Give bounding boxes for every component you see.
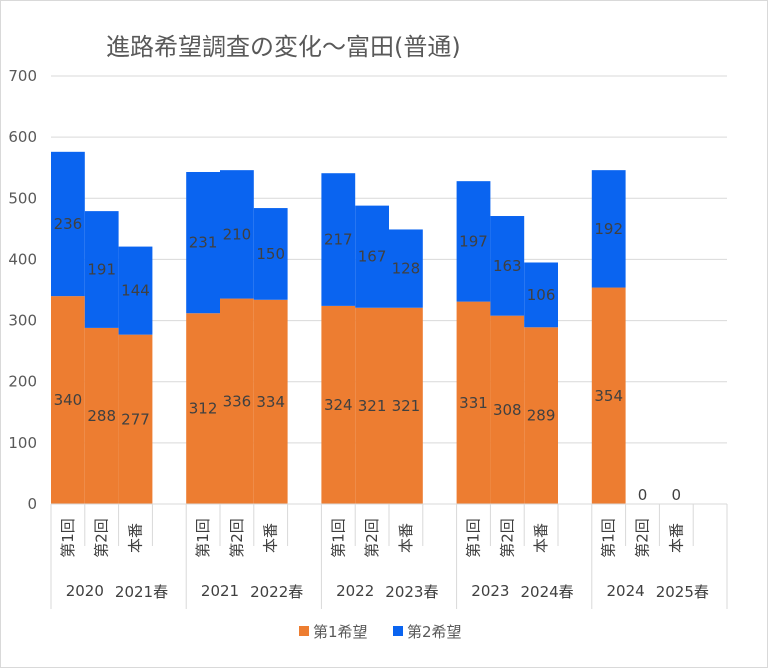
x-subcategory-label: 本番 [262,523,280,553]
data-label: 308 [493,401,522,419]
data-label: 192 [594,220,623,238]
y-tick-label: 100 [8,434,37,452]
x-subcategory-label: 第1回 [600,518,618,558]
data-label: 191 [87,261,116,279]
data-label: 0 [672,486,682,504]
y-tick-label: 700 [8,67,37,85]
y-tick-label: 600 [8,128,37,146]
bar-segment [490,216,525,316]
x-subcategory-label: 第2回 [634,518,652,558]
x-group-year-label: 2021 [201,582,239,600]
data-label-layer: 340 236 288 191 277 144 312 231 336 210 334 150 324 2… [54,215,681,504]
data-label: 144 [121,282,150,300]
data-label: 354 [594,387,623,405]
x-subcategory-label: 第1回 [194,518,212,558]
bar-segment [253,208,288,300]
bar-segment [490,315,525,504]
y-tick-label: 200 [8,373,37,391]
data-label: 150 [256,245,285,263]
x-group-spring-label: 2023春 [385,583,438,601]
x-subcategory-label: 本番 [532,523,550,553]
bar-segment [321,305,356,504]
x-subcategory-label: 第2回 [228,518,246,558]
bar-segment [321,173,356,306]
data-label: 331 [459,394,488,412]
x-group-year-label: 2022 [336,582,374,600]
bar-segment [186,171,220,314]
x-group-spring-label: 2022春 [250,583,303,601]
data-label: 321 [392,397,421,415]
bar-segment [253,299,288,504]
legend: 第1希望 第2希望 [299,623,462,641]
bar-segment [118,334,153,504]
data-label: 197 [459,232,488,250]
data-label: 334 [256,393,285,411]
data-label: 210 [223,225,252,243]
x-group-year-label: 2024 [607,582,645,600]
data-label: 217 [324,231,353,249]
legend-label: 第2希望 [407,623,462,641]
x-subcategory-label: 第2回 [93,518,111,558]
y-tick-label: 0 [27,495,37,513]
y-tick-label: 500 [8,189,37,207]
y-tick-label: 300 [8,312,37,330]
x-subcategory-label: 第1回 [329,518,347,558]
data-label: 277 [121,410,150,428]
x-subcategory-label: 本番 [397,523,415,553]
data-label: 236 [54,215,83,233]
x-group-spring-label: 2021春 [115,583,168,601]
x-subcategory-label: 第2回 [363,518,381,558]
x-subcategory-label: 本番 [127,523,145,553]
bar-segment [220,298,254,504]
bar-segment [456,301,491,504]
data-label: 324 [324,396,353,414]
data-label: 128 [392,260,421,278]
data-label: 340 [54,391,83,409]
bar-segment [591,170,626,288]
x-group-year-label: 2020 [66,582,104,600]
bar-segment [355,205,389,308]
bar-segment [524,262,558,328]
data-label: 0 [638,486,648,504]
bar-segment [84,211,119,328]
legend-swatch [393,626,403,636]
bar-segment [186,313,220,504]
data-label: 288 [87,407,116,425]
bar-segment [84,327,119,504]
bar-segment [389,229,423,308]
x-group-spring-label: 2024春 [521,583,574,601]
data-label: 231 [189,234,218,252]
data-label: 167 [358,248,387,266]
data-label: 106 [527,286,556,304]
bar-segment [389,307,423,504]
data-label: 289 [527,407,556,425]
bar-segment [51,296,85,504]
data-label: 163 [493,257,522,275]
x-subcategory-label: 第2回 [498,518,516,558]
legend-label: 第1希望 [313,623,368,641]
bar-segment [220,170,254,299]
legend-swatch [299,626,309,636]
chart-title: 進路希望調査の変化～富田(普通) [106,33,461,61]
bar-segment [456,181,491,302]
x-subcategory-label: 第1回 [59,518,77,558]
x-group-year-label: 2023 [471,582,509,600]
data-label: 321 [358,397,387,415]
x-subcategory-label: 第1回 [465,518,483,558]
x-subcategory-label: 本番 [667,523,685,553]
bar-segment [524,327,558,504]
bar-segment [355,307,389,504]
data-label: 312 [189,400,218,418]
data-label: 336 [223,392,252,410]
bar-segment [591,287,626,504]
bar-segment [51,151,85,297]
x-group-spring-label: 2025春 [656,583,709,601]
bar-segment [118,246,153,335]
y-tick-label: 400 [8,250,37,268]
bar-layer [51,151,626,504]
